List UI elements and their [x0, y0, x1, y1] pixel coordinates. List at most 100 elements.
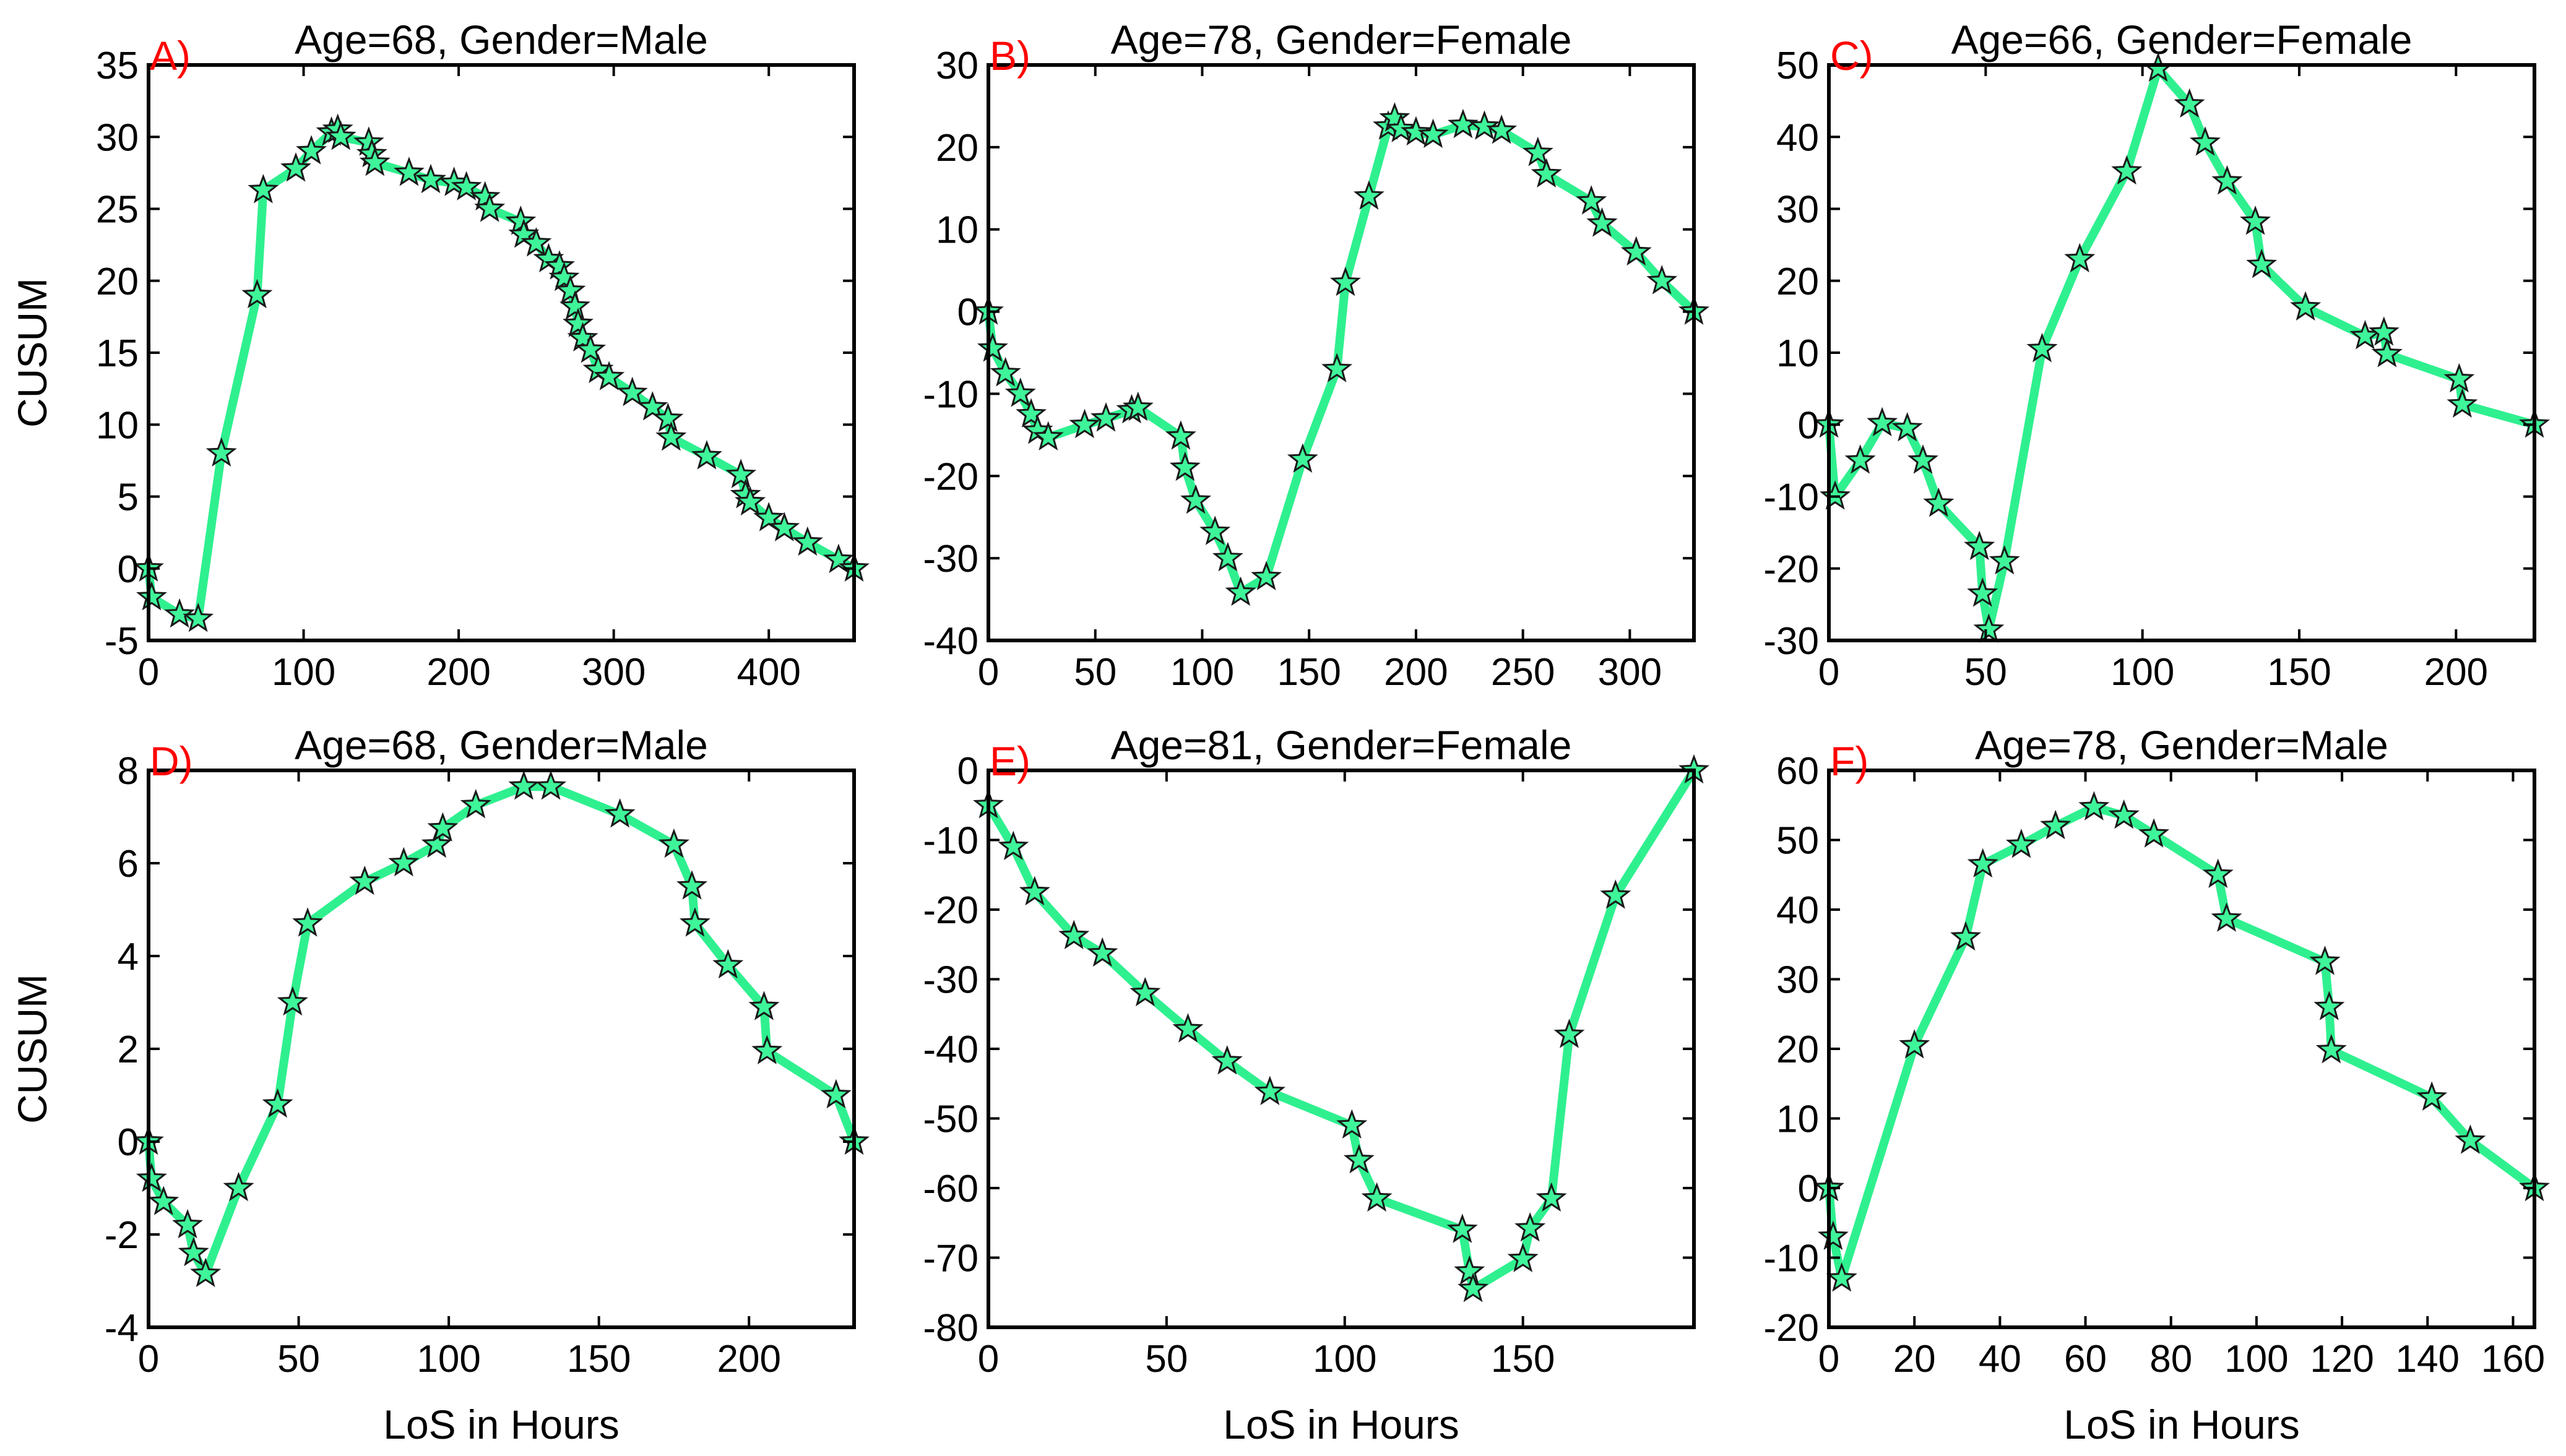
data-point-marker [2211, 902, 2242, 932]
data-point-marker [2447, 388, 2478, 418]
data-point-marker [1514, 1212, 1546, 1242]
series-line [984, 114, 1698, 597]
data-point-marker [1321, 353, 1353, 382]
data-point-marker [679, 907, 711, 937]
data-point-marker [1016, 398, 1047, 428]
y-tick-label: 25 [96, 189, 139, 231]
data-point-marker [2026, 332, 2058, 363]
x-tick-label: 150 [567, 1338, 631, 1381]
data-point-marker [1004, 377, 1036, 407]
y-tick-label: 10 [936, 209, 978, 252]
y-tick-label: -20 [1763, 548, 1819, 591]
x-tick-label: 20 [1893, 1338, 1936, 1381]
data-point-marker [280, 152, 311, 182]
x-axis-title: LoS in Hours [1223, 1402, 1459, 1447]
data-point-marker [1989, 545, 2020, 575]
data-point-marker [2211, 165, 2243, 195]
x-tick-label: 200 [717, 1338, 780, 1381]
data-point-marker [1165, 420, 1196, 450]
data-point-marker [1385, 113, 1417, 142]
data-point-marker [1172, 1013, 1204, 1043]
y-tick-label: -60 [923, 1168, 978, 1210]
data-point-marker [1586, 207, 1618, 237]
x-tick-label: 0 [138, 1338, 159, 1381]
y-tick-label: 30 [1776, 189, 1819, 231]
x-tick-label: 120 [2310, 1338, 2374, 1381]
data-point-marker [1091, 402, 1121, 432]
data-point-marker [2349, 320, 2381, 350]
data-point-marker [183, 602, 214, 632]
data-point-marker [2190, 126, 2221, 156]
data-point-marker [359, 146, 391, 176]
data-point-marker [1950, 921, 1982, 951]
data-point-marker [248, 174, 279, 204]
data-point-marker [1212, 541, 1243, 572]
data-point-marker [1646, 265, 1678, 295]
data-point-marker [712, 949, 744, 979]
y-tick-label: 10 [1776, 332, 1819, 375]
panel-title: Age=68, Gender=Male [295, 722, 708, 768]
data-point-marker [325, 121, 356, 150]
data-point-marker [1620, 236, 1652, 266]
plot-frame [987, 769, 1696, 1329]
data-point-marker [555, 274, 586, 304]
panel-letter: C) [1830, 33, 1873, 79]
y-tick-label: -10 [1763, 476, 1819, 519]
y-axis-title: CUSUM [9, 278, 55, 428]
x-tick-label: 100 [417, 1338, 480, 1381]
data-point-marker [474, 192, 506, 222]
data-point-marker [1225, 576, 1256, 606]
y-tick-label: -30 [923, 538, 978, 580]
y-tick-label: 0 [1798, 404, 1819, 447]
data-point-marker [1069, 408, 1100, 439]
data-point-marker [1329, 266, 1361, 296]
y-tick-label: 5 [118, 476, 139, 519]
data-point-marker [2246, 248, 2278, 278]
y-tick-label: 0 [118, 1121, 139, 1164]
data-point-marker [792, 526, 823, 556]
data-point-marker [2371, 338, 2403, 368]
y-tick-label: -5 [105, 620, 139, 663]
data-point-marker [769, 512, 800, 541]
data-point-marker [548, 261, 580, 291]
data-point-marker [296, 135, 327, 165]
data-point-marker [1522, 136, 1553, 166]
data-point-marker [277, 986, 308, 1016]
x-tick-label: 160 [2481, 1338, 2545, 1381]
y-tick-label: 20 [936, 127, 978, 170]
y-tick-label: -80 [923, 1307, 978, 1350]
data-point-marker [241, 278, 273, 309]
y-tick-label: 60 [1776, 750, 1819, 793]
panel-letter: E) [990, 738, 1030, 784]
y-axis-title: CUSUM [9, 974, 55, 1124]
series-line [1825, 803, 2539, 1283]
data-point-marker [559, 290, 590, 320]
x-tick-label: 100 [2110, 651, 2174, 694]
y-tick-label: 35 [96, 45, 139, 87]
x-axis-title: LoS in Hours [383, 1402, 620, 1447]
x-tick-label: 0 [1818, 651, 1839, 694]
x-tick-label: 150 [1491, 1338, 1555, 1381]
data-point-marker [508, 770, 540, 800]
data-point-marker [1826, 1262, 1857, 1292]
data-point-marker [1447, 108, 1479, 139]
y-tick-label: -20 [923, 889, 978, 932]
data-point-marker [567, 322, 598, 351]
y-tick-label: 0 [957, 750, 978, 793]
data-point-marker [136, 581, 167, 611]
data-point-marker [637, 391, 668, 421]
y-tick-label: 15 [96, 332, 139, 375]
data-point-marker [535, 770, 567, 800]
data-point-marker [427, 812, 459, 842]
y-tick-label: -40 [923, 620, 978, 663]
data-point-marker [1343, 1144, 1375, 1174]
data-point-marker [2138, 818, 2170, 848]
x-tick-label: 150 [1277, 651, 1341, 694]
data-point-marker [2202, 858, 2234, 888]
data-point-marker [820, 1079, 852, 1109]
data-point-marker [652, 402, 684, 433]
x-tick-label: 200 [426, 651, 490, 694]
y-tick-label: 30 [936, 45, 978, 87]
data-point-marker [1400, 116, 1432, 146]
